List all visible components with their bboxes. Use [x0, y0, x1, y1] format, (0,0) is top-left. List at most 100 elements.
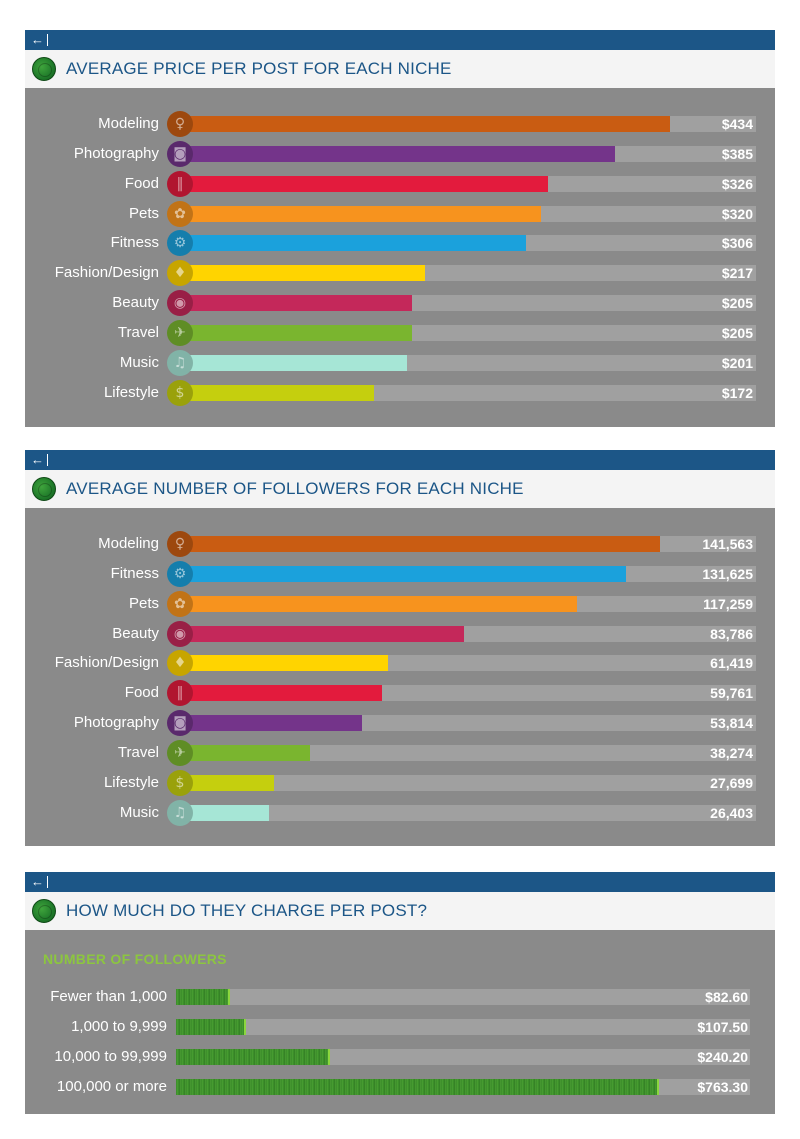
bar-track: [180, 625, 756, 642]
bar: [176, 1049, 329, 1065]
bar-row: Music ♫ $201: [25, 348, 775, 378]
bar-track: [180, 175, 756, 192]
value-label: $217: [721, 265, 753, 282]
category-label: Food: [124, 174, 159, 192]
bar-track: [180, 205, 756, 222]
bar: [176, 989, 231, 1005]
bar-track: [180, 595, 756, 612]
category-label: Music: [119, 353, 159, 371]
chart-title: AVERAGE NUMBER OF FOLLOWERS FOR EACH NIC…: [66, 479, 524, 498]
back-arrow-icon[interactable]: ←: [31, 452, 44, 467]
bar-row: Music ♫ 26,403: [25, 798, 775, 828]
fork-knife-icon: ‖: [167, 170, 193, 197]
category-label: Beauty: [112, 294, 159, 312]
bar-track: [180, 145, 756, 162]
value-label: 38,274: [710, 744, 753, 761]
chart-body: NUMBER OF FOLLOWERS Fewer than 1,000 $82.…: [25, 930, 775, 1114]
category-label: 100,000 or more: [56, 1078, 167, 1095]
bar: [180, 625, 464, 642]
bar: [180, 744, 310, 761]
lips-icon: ◉: [167, 620, 193, 647]
category-label: 10,000 to 99,999: [54, 1048, 167, 1065]
bar-row: Travel ✈ 38,274: [25, 738, 775, 768]
globe-icon: [32, 57, 56, 81]
model-figure-icon: ♀: [167, 111, 193, 137]
panel-header: AVERAGE NUMBER OF FOLLOWERS FOR EACH NIC…: [25, 470, 775, 508]
bar-track: [180, 744, 756, 761]
value-label: 141,563: [702, 536, 753, 552]
camera-icon: ◙: [167, 140, 193, 167]
fork-knife-icon: ‖: [167, 680, 193, 707]
bar-track: [180, 265, 756, 282]
bar-track: [180, 655, 756, 672]
category-label: Modeling: [98, 535, 159, 552]
value-label: 61,419: [710, 655, 753, 672]
divider: [47, 34, 48, 46]
chart-subtitle: NUMBER OF FOLLOWERS: [43, 951, 227, 967]
bar-track: [180, 804, 756, 821]
lips-icon: ◉: [167, 290, 193, 317]
value-label: $205: [721, 324, 753, 341]
value-label: $82.60: [705, 989, 748, 1005]
bar: [180, 536, 660, 552]
value-label: 59,761: [710, 685, 753, 702]
bar-track: [176, 1019, 750, 1035]
back-arrow-icon[interactable]: ←: [31, 874, 44, 889]
price-panel: ← AVERAGE PRICE PER POST FOR EACH NICHE …: [25, 30, 775, 427]
bar: [180, 384, 375, 401]
bar-track: [180, 536, 756, 552]
dress-icon: ♦: [167, 650, 193, 677]
divider: [47, 876, 48, 888]
bar-track: [180, 565, 756, 582]
bar: [180, 145, 615, 162]
bar: [180, 295, 412, 312]
value-label: 83,786: [710, 625, 753, 642]
bar-row: Fitness ⚙ $306: [25, 228, 775, 258]
bar: [176, 1079, 660, 1095]
music-note-icon: ♫: [167, 349, 193, 376]
category-label: Lifestyle: [103, 773, 159, 791]
category-label: Music: [119, 803, 159, 821]
bar: [180, 655, 389, 672]
bar-row: Beauty ◉ 83,786: [25, 619, 775, 649]
bar-track: [176, 1049, 750, 1065]
panel-header: HOW MUCH DO THEY CHARGE PER POST?: [25, 892, 775, 930]
divider: [47, 454, 48, 466]
globe-icon: [32, 477, 56, 501]
bar-row: Pets ✿ $320: [25, 199, 775, 229]
category-label: Fitness: [110, 564, 159, 582]
bar-track: [180, 235, 756, 252]
bar-row: Modeling ♀ 141,563: [25, 529, 775, 559]
bar-track: [176, 1079, 750, 1095]
bar-row: 10,000 to 99,999 $240.20: [25, 1042, 775, 1072]
money-bag-icon: $: [167, 379, 193, 406]
bar: [180, 774, 274, 791]
bar-row: Modeling ♀ $434: [25, 109, 775, 139]
bar-track: [180, 384, 756, 401]
bar-row: Pets ✿ 117,259: [25, 589, 775, 619]
chart-title: HOW MUCH DO THEY CHARGE PER POST?: [66, 901, 428, 920]
category-label: Pets: [128, 594, 159, 612]
value-label: $201: [721, 354, 753, 371]
bar-row: 100,000 or more $763.30: [25, 1072, 775, 1102]
airplane-icon: ✈: [167, 739, 193, 766]
value-label: $240.20: [697, 1049, 748, 1065]
bar: [180, 354, 407, 371]
bar-row: Beauty ◉ $205: [25, 288, 775, 318]
value-label: 53,814: [710, 715, 753, 732]
back-arrow-icon[interactable]: ←: [31, 32, 44, 47]
value-label: $326: [721, 175, 753, 192]
followers-panel: ← AVERAGE NUMBER OF FOLLOWERS FOR EACH N…: [25, 450, 775, 846]
category-label: Fitness: [110, 234, 159, 252]
bar-track: [180, 354, 756, 371]
bar-row: 1,000 to 9,999 $107.50: [25, 1012, 775, 1042]
bar: [180, 804, 270, 821]
category-label: Travel: [117, 323, 159, 341]
category-label: Beauty: [112, 624, 159, 642]
value-label: 117,259: [703, 595, 753, 612]
music-note-icon: ♫: [167, 799, 193, 826]
bar-row: Food ‖ 59,761: [25, 678, 775, 708]
bar: [180, 175, 549, 192]
bar-row: Fitness ⚙ 131,625: [25, 559, 775, 589]
value-label: $205: [721, 295, 753, 312]
